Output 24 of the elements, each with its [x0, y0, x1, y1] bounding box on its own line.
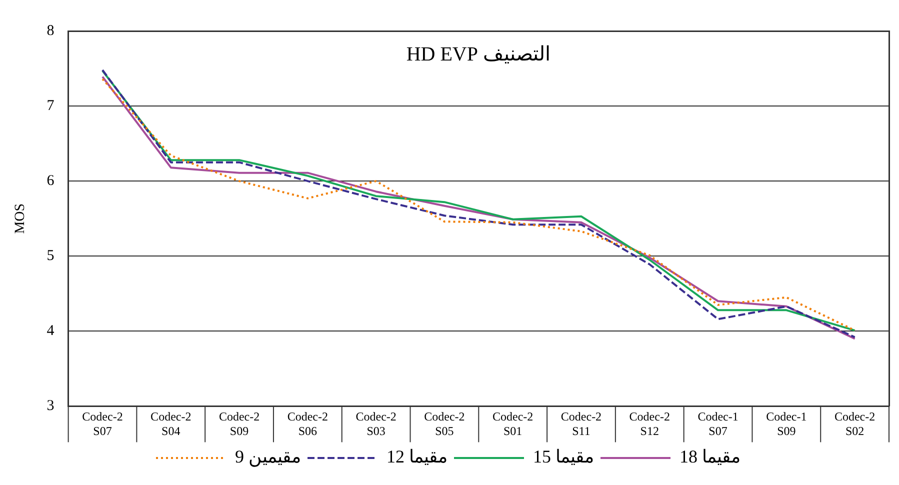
x-tick-label: Codec-2 S05	[424, 410, 465, 438]
y-tick-label: 3	[46, 398, 54, 414]
legend-label: 18 مقيما	[680, 446, 741, 467]
x-tick-label: Codec-2 S07	[82, 410, 123, 438]
x-tick-label: Codec-2 S12	[629, 410, 670, 438]
x-tick-label: Codec-2 S01	[492, 410, 534, 438]
y-tick-label: 7	[46, 98, 55, 114]
y-tick-label: 5	[46, 248, 54, 264]
legend-label: 12 مقيما	[386, 446, 448, 467]
legend-label: 9 مقيمين	[235, 446, 302, 468]
x-tick-label: Codec-2 S09	[218, 410, 260, 438]
x-tick-label: Codec-2 S02	[834, 410, 876, 438]
x-tick-label: Codec-1 S09	[766, 410, 807, 438]
x-tick-label: Codec-2 S03	[356, 410, 396, 438]
y-axis-title: MOS	[13, 203, 28, 234]
y-tick-label: 6	[46, 173, 55, 190]
x-tick-label: Codec-2 S04	[150, 410, 192, 438]
legend-label: 15 مقيما	[533, 446, 594, 467]
x-tick-label: Codec-1 S07	[698, 410, 738, 438]
x-tick-label: Codec-2 S11	[560, 410, 602, 438]
text: التصنيف HD EVP	[406, 43, 551, 66]
x-tick-label: Codec-2 S06	[287, 410, 328, 438]
y-tick-label: 8	[46, 22, 54, 39]
y-tick-label: 4	[46, 323, 55, 340]
